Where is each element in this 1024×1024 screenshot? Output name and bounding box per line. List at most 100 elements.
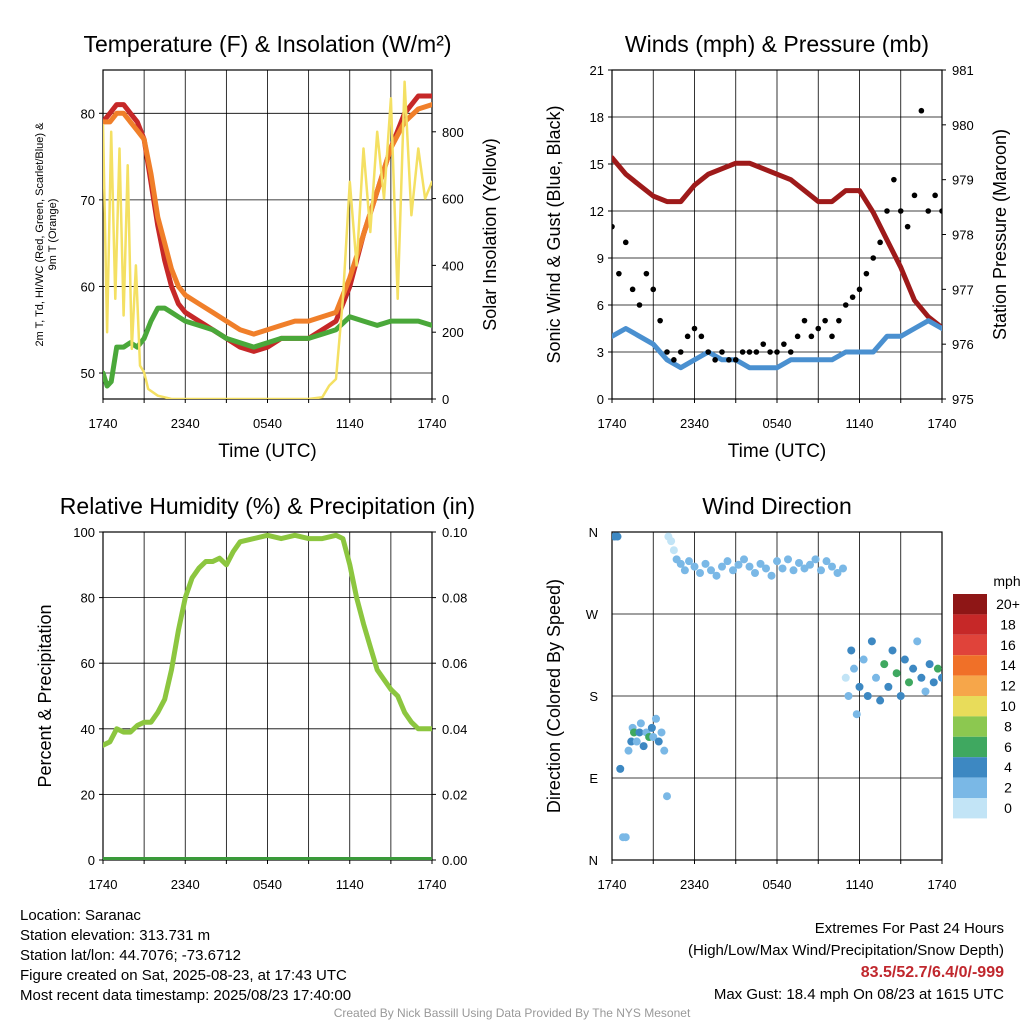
panel4-direction-point	[929, 678, 938, 687]
panel4-direction-point	[621, 833, 630, 842]
panel2-gust-point	[842, 302, 849, 308]
panel2-marks	[612, 107, 942, 371]
panel2-gust-point	[612, 223, 615, 230]
panel2-gust-point	[794, 333, 801, 340]
panel2-gust-point	[684, 333, 691, 340]
panel2-xtick-label: 1140	[846, 416, 874, 431]
panel4-direction-point	[630, 728, 638, 737]
panel3-ytick-label: 80	[81, 591, 95, 606]
panel4-direction-point	[784, 555, 792, 564]
panel4-direction-point	[667, 537, 676, 546]
panel3-marks	[103, 532, 432, 860]
legend-swatch	[953, 736, 987, 758]
extremes-values: 83.5/52.7/6.4/0/-999	[860, 964, 1004, 981]
station-info: Location: Saranac Station elevation: 313…	[20, 906, 351, 1006]
legend-label: 2	[1004, 780, 1012, 796]
panel2-y2tick-label: 975	[952, 392, 974, 407]
credit-line: Created By Nick Bassill Using Data Provi…	[333, 1006, 691, 1020]
legend-label: 4	[1004, 759, 1012, 775]
panel3-rh-line	[103, 532, 432, 748]
extremes-subtitle: (High/Low/Max Wind/Precipitation/Snow De…	[688, 942, 1004, 959]
panel2-gust-point	[808, 333, 815, 340]
panel3-y2tick-label: 0.06	[442, 656, 467, 671]
panel4-direction-point	[778, 564, 787, 573]
panel2-gust-point	[712, 357, 718, 363]
panel4-direction-point	[900, 655, 909, 664]
panel3-y2tick-label: 0.04	[442, 722, 467, 737]
legend-swatch	[953, 675, 987, 696]
panel1-temp_9m-line	[103, 102, 432, 337]
panel2-gust-point	[664, 349, 670, 355]
panel1-y2tick-label: 400	[442, 258, 464, 273]
panel2-ytick-label: 3	[597, 345, 604, 360]
panel2-gust-point	[705, 349, 712, 355]
panel4-direction-point	[872, 673, 880, 682]
panel4-direction-point	[817, 566, 825, 575]
legend-label: 8	[1004, 718, 1012, 734]
panel2-wind-line	[612, 318, 942, 371]
panel2-gust-point	[746, 349, 753, 355]
panel4-direction-point	[847, 646, 856, 655]
panel4-direction-point	[740, 555, 748, 564]
panel4-direction-point	[925, 660, 934, 669]
panel3-ytick-label: 40	[81, 722, 95, 737]
panel2-gust-point	[891, 176, 897, 183]
panel4-direction-point	[852, 710, 861, 719]
panel1-ytick-label: 80	[81, 106, 95, 121]
panel4-direction-point	[876, 696, 885, 705]
panel2-gust-point	[925, 208, 932, 214]
panel4-direction-point	[806, 560, 814, 569]
panel2-gust-point	[616, 270, 622, 277]
panel3-ylabel: Percent & Precipitation	[35, 604, 55, 787]
panel2-ylabel: Sonic Wind & Gust (Blue, Black)	[544, 105, 564, 363]
panel4-direction-point	[624, 746, 633, 755]
legend-swatch	[953, 716, 987, 737]
panel4-direction-point	[751, 569, 759, 577]
panel2-gust-point	[801, 317, 808, 324]
panel4-direction-point	[669, 546, 678, 555]
panel2-ytick-label: 21	[590, 63, 604, 78]
panel2-gust-point	[753, 349, 760, 355]
station-location: Location: Saranac	[20, 907, 141, 924]
panel2-gust-point	[726, 357, 732, 363]
panel2-gust-point	[897, 208, 904, 214]
panel3-ytick-label: 100	[73, 525, 95, 540]
panel4-direction-point	[773, 557, 781, 566]
panel4-ytick-label: S	[589, 689, 598, 704]
panel2-xlabel: Time (UTC)	[728, 441, 827, 462]
panel2-gust-point	[719, 349, 725, 355]
panel4-title: Wind Direction	[702, 493, 852, 519]
panel4-direction-point	[723, 557, 732, 566]
panel2-gust-point	[870, 255, 877, 261]
panel4-ytick-label: N	[589, 853, 598, 868]
legend-label: 12	[1000, 678, 1016, 694]
panel2-gust-point	[849, 294, 856, 300]
panel4-direction-point	[913, 637, 922, 646]
panel4-xtick-label: 1740	[598, 877, 627, 892]
panel4-direction-point	[680, 566, 689, 575]
panel2-y2label: Station Pressure (Maroon)	[990, 129, 1010, 340]
panel2-title: Winds (mph) & Pressure (mb)	[625, 31, 929, 57]
recent-timestamp: Most recent data timestamp: 2025/08/23 1…	[20, 987, 352, 1004]
panel2-gust-point	[622, 239, 629, 246]
panel3-title: Relative Humidity (%) & Precipitation (i…	[60, 493, 475, 519]
panel1-xtick-label: 1740	[418, 416, 447, 431]
panel4-direction-point	[905, 678, 913, 687]
extremes-title: Extremes For Past 24 Hours	[814, 920, 1004, 937]
panel2-gust-point	[677, 349, 684, 355]
panel4-direction-point	[839, 564, 847, 573]
panel2-xtick-label: 0540	[763, 416, 792, 431]
panel1-xtick-label: 1140	[336, 416, 364, 431]
panel3-ytick-label: 0	[88, 853, 95, 868]
panel4-direction-point	[639, 742, 648, 751]
panel4-direction-point	[789, 566, 798, 575]
panel3-ytick-label: 60	[81, 656, 95, 671]
panel2-gust-point	[939, 208, 942, 214]
panel2-gust-point	[698, 333, 705, 340]
panel1-solar-line	[103, 80, 432, 399]
panel4-direction-point	[649, 733, 658, 741]
panel2-gust-point	[691, 325, 698, 332]
panel4-direction-point	[707, 566, 715, 575]
panel2-xtick-label: 1740	[928, 416, 957, 431]
legend-unit: mph	[993, 573, 1020, 589]
